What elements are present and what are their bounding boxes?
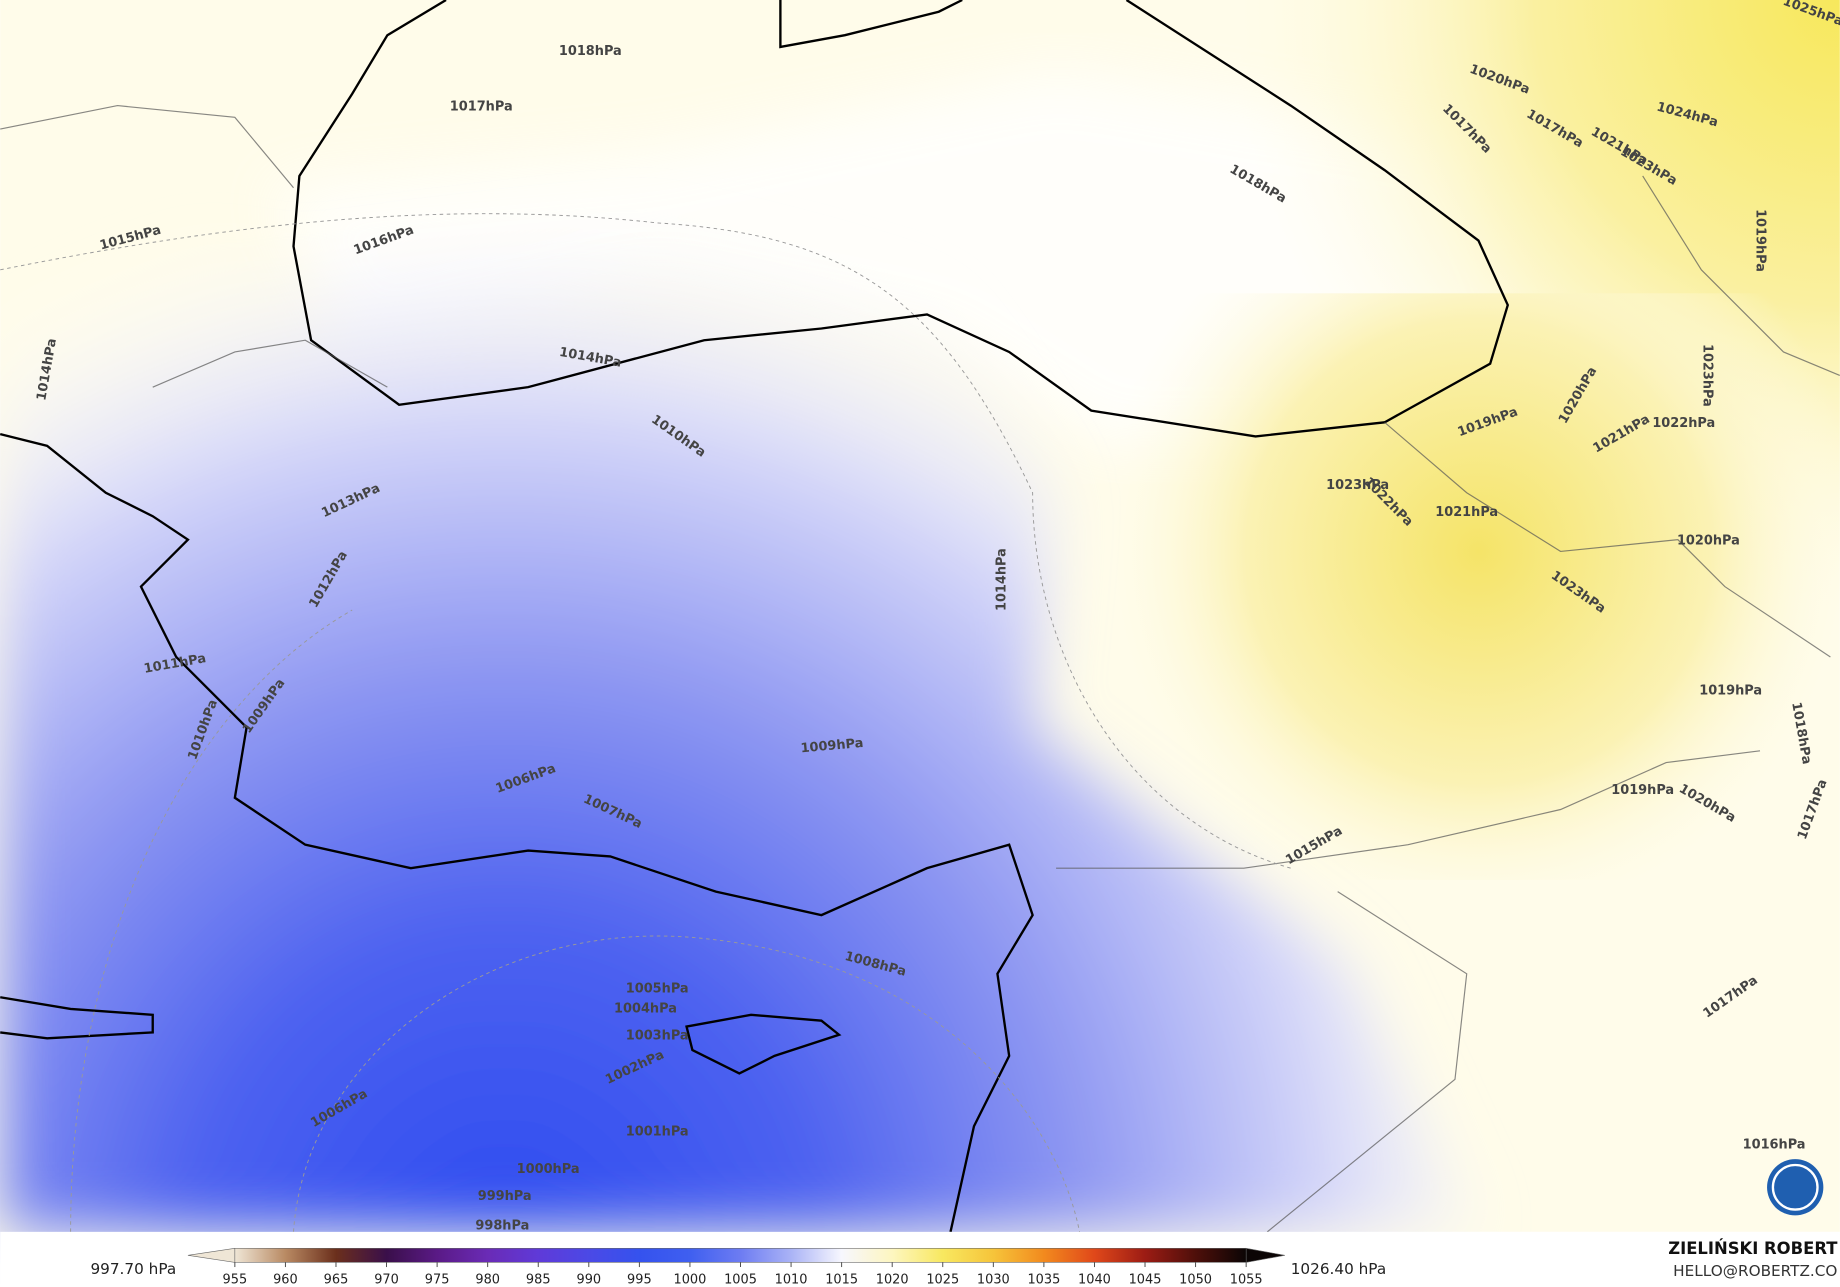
crete [0,996,154,1040]
colorbar-tick-label: 1010 [775,1272,808,1287]
author: ZIELIŃSKI ROBERT [1668,1239,1838,1258]
colorbar-tick-label: 1025 [926,1272,959,1287]
coastlines [0,0,1510,1233]
colorbar-tick-label: 1040 [1078,1272,1111,1287]
colorbar-body [234,1247,1247,1263]
isobar-label: 1014hPa [995,548,1010,611]
isobar-label: 1018hPa [559,44,622,59]
colorbar-tick-label: 955 [223,1272,248,1287]
isobar-label: 1021hPa [1435,505,1498,520]
border [152,339,388,388]
isobar-label: 1017hPa [450,99,513,114]
colorbar-tick-label: 975 [425,1272,450,1287]
colorbar-tick-label: 980 [475,1272,500,1287]
isobar-label: 1003hPa [626,1028,689,1043]
isobar-label: 1023hPa [1326,478,1389,493]
isobar [0,213,1291,869]
colorbar-min: 997.70 hPa [90,1260,176,1278]
border [1266,891,1468,1233]
noaa-logo [1767,1159,1824,1216]
isobar-label: 1016hPa [1743,1138,1806,1153]
isobar-label: 1001hPa [626,1125,689,1140]
high-pressure-region [1056,293,1840,880]
colorbar-tick-label: 995 [627,1272,652,1287]
colorbar-max: 1026.40 hPa [1291,1260,1386,1278]
crimea-coast [779,0,963,49]
isobar [293,935,1081,1232]
isobar-label: 1022hPa [1652,416,1715,431]
colorbar-tick-label: 1015 [825,1272,858,1287]
isobar-label: 1019hPa [1753,209,1768,272]
colorbar-tick-label: 990 [577,1272,602,1287]
colorbar-tick-label: 1045 [1129,1272,1162,1287]
isobar-label: 1019hPa [1699,684,1762,699]
colorbar-tick-label: 960 [273,1272,298,1287]
colorbar-tick-label: 970 [374,1272,399,1287]
isobar-label: 1009hPa [800,736,864,756]
colorbar-tick-label: 985 [526,1272,551,1287]
borders [0,104,1840,1233]
low-pressure-region [0,175,1479,1232]
isobar-label: 1004hPa [614,1001,677,1016]
border [1384,421,1831,658]
isobar [70,609,353,1232]
border [0,104,294,189]
border [1642,175,1840,376]
colorbar-tick-label: 1020 [876,1272,909,1287]
isobar-label: 1000hPa [517,1162,580,1177]
border [1056,750,1761,869]
black-sea-coast [292,0,1510,438]
colorbar-tick-label: 1030 [977,1272,1010,1287]
isobar-label: 998hPa [475,1218,529,1233]
logo-circle [1767,1159,1824,1216]
logo-ring [1771,1163,1819,1211]
isobars [0,213,1291,1232]
colorbar-tick-label: 1050 [1179,1272,1212,1287]
cyprus [685,1013,842,1075]
colorbar-tick-label: 1055 [1230,1272,1263,1287]
colorbar-tick-label: 965 [324,1272,349,1287]
colorbar-tick-label: 1000 [674,1272,707,1287]
isobar-label: 1005hPa [626,982,689,997]
colorbar-tick-label: 1005 [724,1272,757,1287]
colorbar: 955 960 965 970 975 980 985 990 995 1000 1005 1010 1… [187,1247,1285,1287]
isobar-label: 999hPa [478,1189,532,1204]
anatolia-coast [0,432,1034,1233]
colorbar-tick-label: 1035 [1027,1272,1060,1287]
email: HELLO@ROBERTZ.CO [1673,1262,1837,1280]
isobar-label: 1023hPa [1700,344,1715,407]
isobar-label: 1019hPa [1611,783,1674,798]
isobar-label: 1020hPa [1677,533,1740,548]
